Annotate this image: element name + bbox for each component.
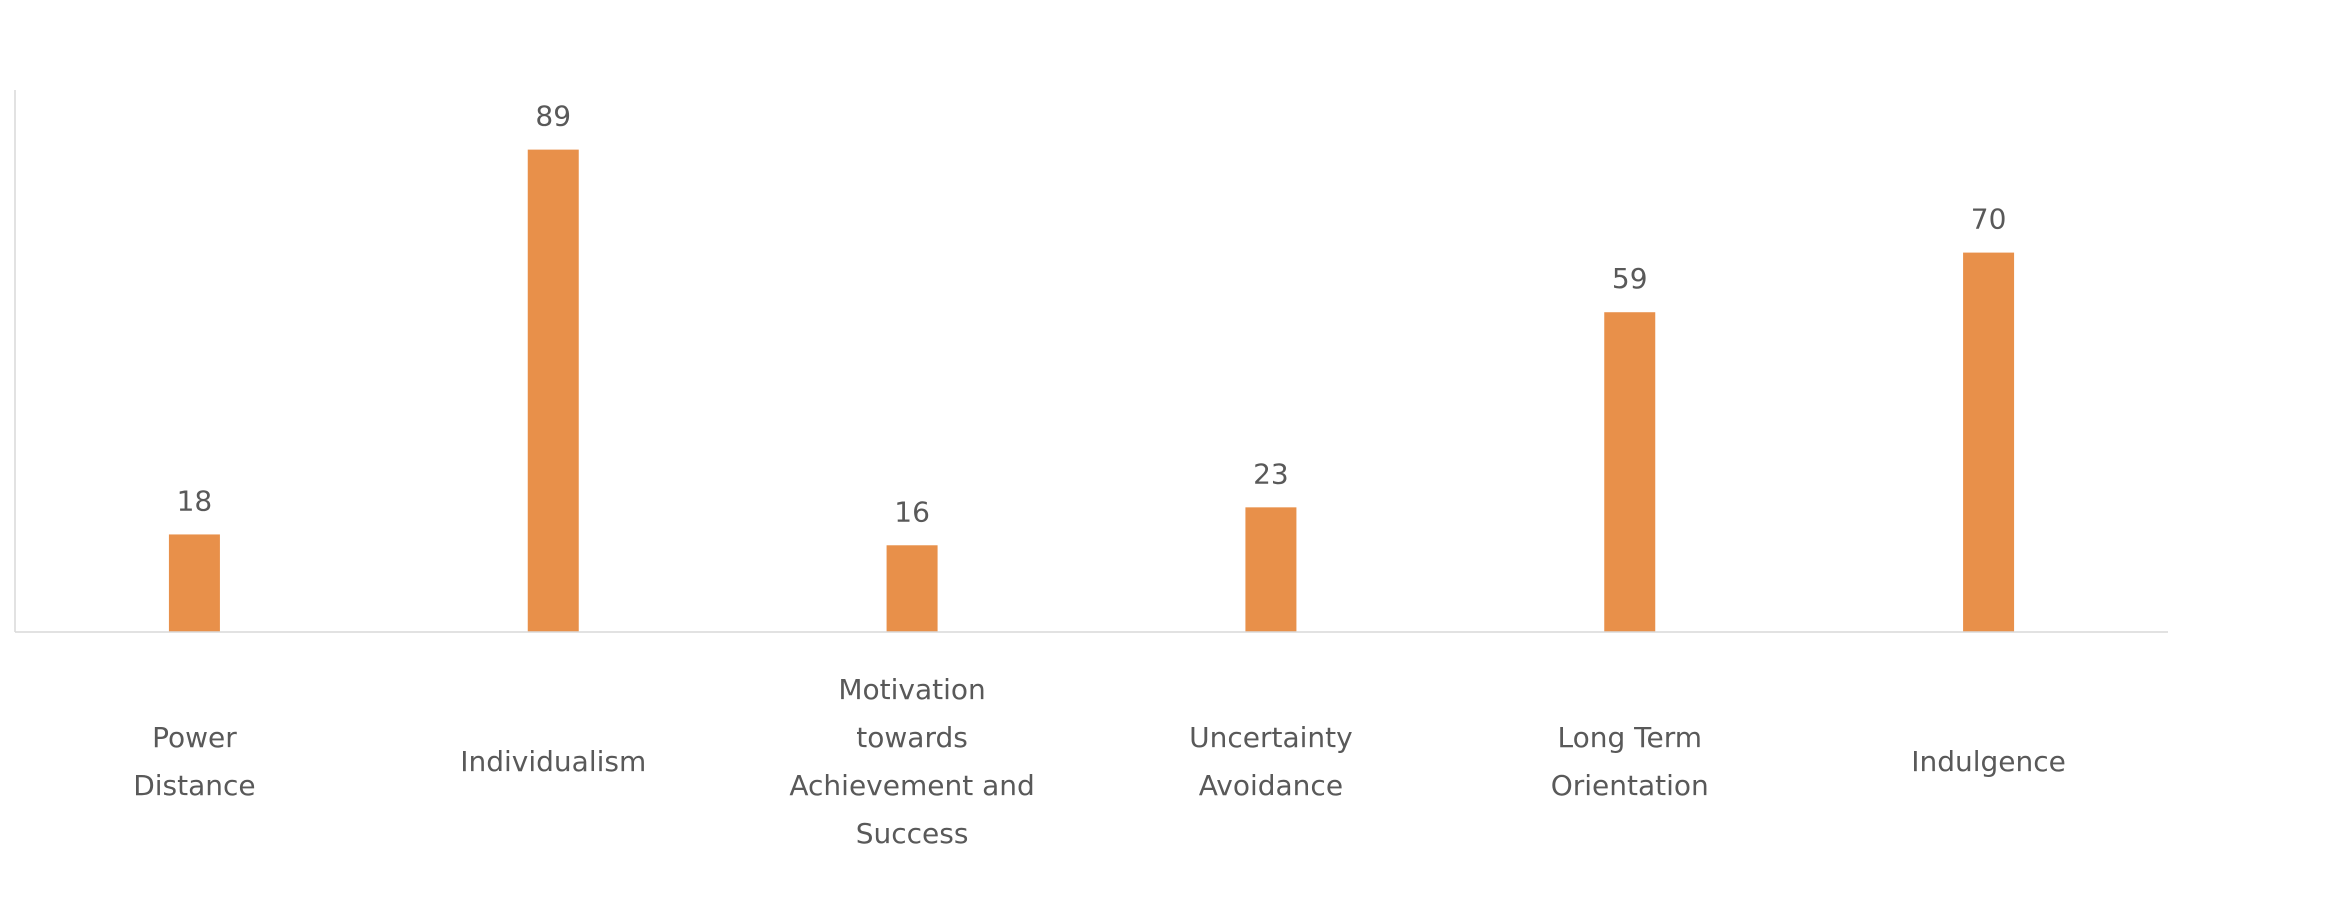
bar: [1245, 507, 1297, 632]
x-tick-label: Long Term Orientation: [1550, 721, 1709, 802]
value-label: 89: [535, 100, 571, 133]
x-tick-label: Motivation towards Achievement and Succe…: [789, 673, 1035, 850]
x-tick-label: Indulgence: [1911, 745, 2066, 778]
value-label: 16: [894, 495, 930, 528]
x-tick-label: Individualism: [460, 745, 647, 778]
bar: [527, 149, 579, 632]
bar: [1963, 252, 2015, 632]
x-tick-label: Power Distance: [133, 721, 256, 802]
value-label: 23: [1253, 457, 1289, 490]
bar: [1604, 312, 1656, 632]
x-tick-label: Uncertainty Avoidance: [1189, 721, 1353, 802]
bar: [886, 545, 938, 632]
value-label: 59: [1612, 262, 1648, 295]
value-label: 70: [1971, 203, 2007, 236]
value-label: 18: [177, 484, 213, 517]
bar: [168, 534, 220, 632]
